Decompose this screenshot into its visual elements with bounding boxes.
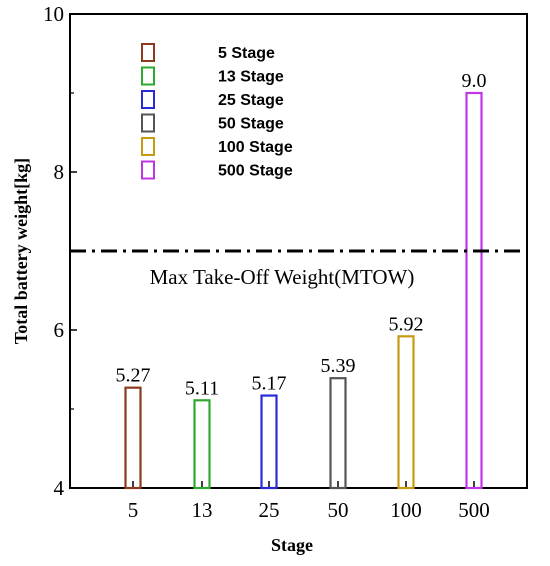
legend-swatch [141, 90, 155, 109]
bar-value-label: 5.27 [116, 365, 151, 387]
mtow-label: Max Take-Off Weight(MTOW) [150, 265, 415, 289]
y-tick-label: 10 [43, 2, 64, 26]
y-tick-label: 6 [54, 318, 65, 342]
bar-value-label: 9.0 [462, 70, 487, 92]
legend-label: 13 Stage [218, 69, 284, 86]
bar-value-label: 5.92 [389, 313, 424, 335]
y-tick-label: 8 [54, 160, 65, 184]
x-tick-label: 50 [328, 498, 349, 522]
legend-swatch [141, 160, 155, 180]
x-axis: 5 13 25 50 100 500 [128, 481, 490, 522]
x-tick-label: 25 [259, 498, 280, 522]
legend-label: 5 Stage [218, 45, 275, 62]
bar-500 [465, 91, 483, 490]
bar-13 [193, 399, 211, 490]
legend-label: 25 Stage [218, 92, 284, 109]
legend-swatch [141, 43, 155, 62]
legend-label: 100 Stage [218, 139, 293, 156]
bar-100 [397, 335, 415, 490]
x-tick-label: 5 [128, 498, 139, 522]
legend-swatch [141, 113, 155, 133]
legend-swatch [141, 66, 155, 86]
legend-label: 50 Stage [218, 116, 284, 133]
x-tick-label: 13 [192, 498, 213, 522]
bar-50 [329, 377, 347, 490]
bar-value-label: 5.17 [252, 373, 287, 395]
legend: 5 Stage 13 Stage 25 Stage 50 Stage 100 Stage… [141, 43, 293, 180]
bar-value-label: 5.11 [185, 377, 219, 399]
data-labels: 5.27 5.11 5.17 5.39 5.92 9.0 [116, 70, 487, 399]
legend-label: 500 Stage [218, 163, 293, 180]
bar-25 [260, 394, 278, 490]
y-tick-label: 4 [54, 476, 65, 500]
bar-value-label: 5.39 [321, 355, 356, 377]
x-tick-label: 100 [390, 498, 422, 522]
reference-line-group: Max Take-Off Weight(MTOW) [70, 249, 527, 289]
y-axis: 4 6 8 10 [43, 2, 77, 500]
y-axis-title: Total battery weight[kg] [11, 158, 31, 344]
legend-swatch [141, 137, 155, 156]
x-axis-title: Stage [271, 535, 313, 555]
bar-5 [124, 386, 142, 490]
bars [124, 91, 483, 490]
x-tick-label: 500 [458, 498, 490, 522]
